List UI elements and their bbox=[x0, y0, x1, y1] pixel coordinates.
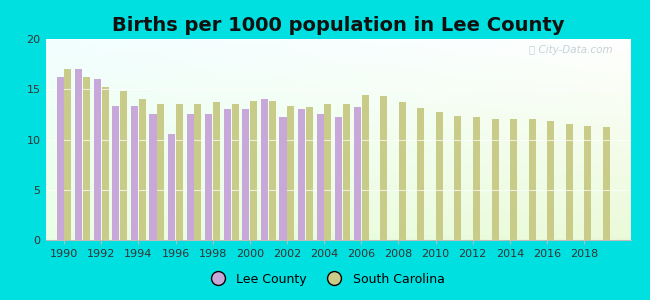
Bar bbox=[454, 116, 462, 240]
Bar bbox=[298, 109, 305, 240]
Bar bbox=[417, 108, 424, 240]
Bar bbox=[280, 117, 287, 240]
Bar bbox=[57, 77, 64, 240]
Bar bbox=[138, 99, 146, 240]
Bar bbox=[64, 69, 72, 240]
Bar bbox=[398, 102, 406, 240]
Bar bbox=[343, 104, 350, 240]
Bar bbox=[157, 104, 164, 240]
Bar bbox=[268, 101, 276, 240]
Bar bbox=[224, 109, 231, 240]
Bar bbox=[528, 119, 536, 240]
Bar bbox=[436, 112, 443, 240]
Bar bbox=[584, 126, 592, 240]
Bar bbox=[194, 104, 202, 240]
Bar bbox=[250, 101, 257, 240]
Bar bbox=[547, 122, 554, 240]
Bar bbox=[231, 104, 239, 240]
Bar bbox=[242, 109, 250, 240]
Bar bbox=[101, 87, 109, 240]
Title: Births per 1000 population in Lee County: Births per 1000 population in Lee County bbox=[112, 16, 564, 35]
Bar bbox=[380, 96, 387, 240]
Bar bbox=[120, 91, 127, 240]
Bar bbox=[187, 114, 194, 240]
Bar bbox=[317, 114, 324, 240]
Bar bbox=[176, 104, 183, 240]
Bar bbox=[75, 69, 83, 240]
Bar bbox=[335, 117, 343, 240]
Bar bbox=[324, 104, 332, 240]
Bar bbox=[491, 119, 499, 240]
Bar bbox=[131, 106, 138, 240]
Bar bbox=[83, 77, 90, 240]
Bar bbox=[603, 128, 610, 240]
Bar bbox=[150, 114, 157, 240]
Bar bbox=[213, 102, 220, 240]
Bar bbox=[112, 106, 120, 240]
Bar bbox=[287, 106, 294, 240]
Bar bbox=[354, 107, 361, 240]
Bar bbox=[261, 99, 268, 240]
Bar bbox=[168, 134, 175, 240]
Bar bbox=[306, 107, 313, 240]
Bar bbox=[94, 79, 101, 240]
Text: ⓘ City-Data.com: ⓘ City-Data.com bbox=[529, 45, 613, 55]
Bar bbox=[566, 124, 573, 240]
Bar bbox=[473, 117, 480, 240]
Bar bbox=[361, 95, 369, 240]
Legend: Lee County, South Carolina: Lee County, South Carolina bbox=[200, 268, 450, 291]
Bar bbox=[510, 119, 517, 240]
Bar bbox=[205, 114, 213, 240]
